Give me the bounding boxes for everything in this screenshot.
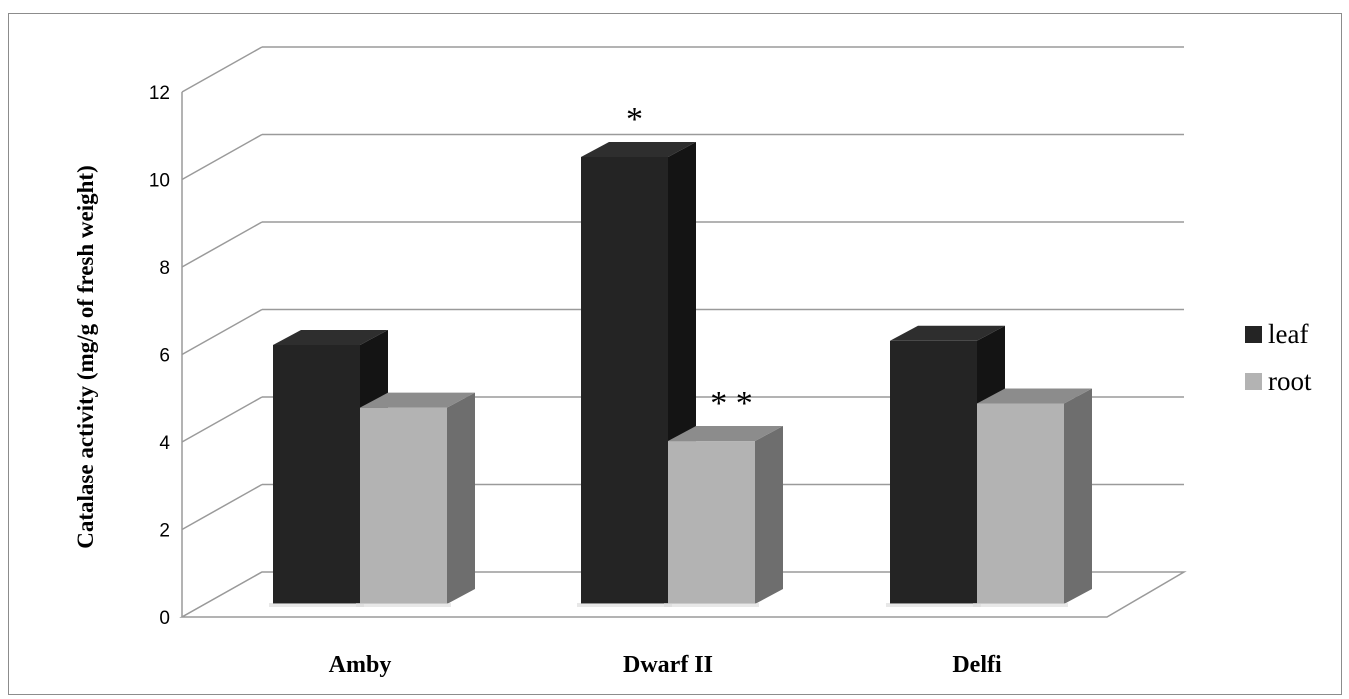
bar-front <box>890 340 977 604</box>
bar-top <box>890 325 1005 341</box>
bar-side <box>755 426 783 604</box>
gridline-side <box>181 483 263 531</box>
legend: leaf root <box>1245 319 1312 396</box>
gridline-side <box>181 221 263 268</box>
bar-top <box>273 329 388 345</box>
y-tick-labels: 0 2 4 6 8 10 12 <box>149 83 171 629</box>
bar-shadow <box>886 603 981 607</box>
bar-top <box>581 141 696 157</box>
y-tick-label: 10 <box>149 171 170 192</box>
legend-label-leaf: leaf <box>1268 319 1308 349</box>
gridline-side <box>181 133 263 181</box>
bar-shadow <box>356 603 451 607</box>
y-tick-label: 0 <box>159 608 170 629</box>
category-label: Delfi <box>952 652 1002 678</box>
bar-shadow <box>973 603 1068 607</box>
bar-root-dwarf-ii <box>664 426 783 607</box>
bar-front <box>581 156 668 605</box>
bar-top <box>360 392 475 408</box>
category-label: Dwarf II <box>623 652 713 678</box>
bar-top <box>977 388 1092 404</box>
bar-side <box>447 392 475 604</box>
bar-root-amby <box>356 392 475 607</box>
legend-swatch-root <box>1245 373 1262 390</box>
bar-side <box>1064 388 1092 604</box>
bar-front <box>273 344 360 604</box>
bar-front <box>668 441 755 604</box>
annotations: * * * <box>626 101 753 422</box>
y-tick-label: 2 <box>159 521 170 542</box>
bar-shadow <box>269 603 364 607</box>
y-axis-label: Catalase activity (mg/g of fresh weight) <box>73 165 98 548</box>
bar-root-delfi <box>973 388 1092 607</box>
legend-swatch-leaf <box>1245 326 1262 343</box>
bar-shadow <box>577 603 672 607</box>
category-label: Amby <box>329 652 392 678</box>
y-tick-label: 12 <box>149 83 170 104</box>
y-tick-label: 4 <box>159 433 170 454</box>
legend-label-root: root <box>1268 366 1312 396</box>
gridline-side <box>181 46 263 93</box>
significance-marker: * * <box>710 385 753 422</box>
bar-front <box>360 407 447 604</box>
y-tick-label: 8 <box>159 258 170 279</box>
category-labels: Amby Dwarf II Delfi <box>329 652 1002 678</box>
bar-group <box>269 141 1092 607</box>
significance-marker: * <box>626 101 643 138</box>
y-tick-label: 6 <box>159 346 170 367</box>
bar-shadow <box>664 603 759 607</box>
bar-front <box>977 403 1064 604</box>
bar-top <box>668 426 783 442</box>
gridline-side <box>181 308 263 356</box>
gridline-side <box>181 396 263 443</box>
